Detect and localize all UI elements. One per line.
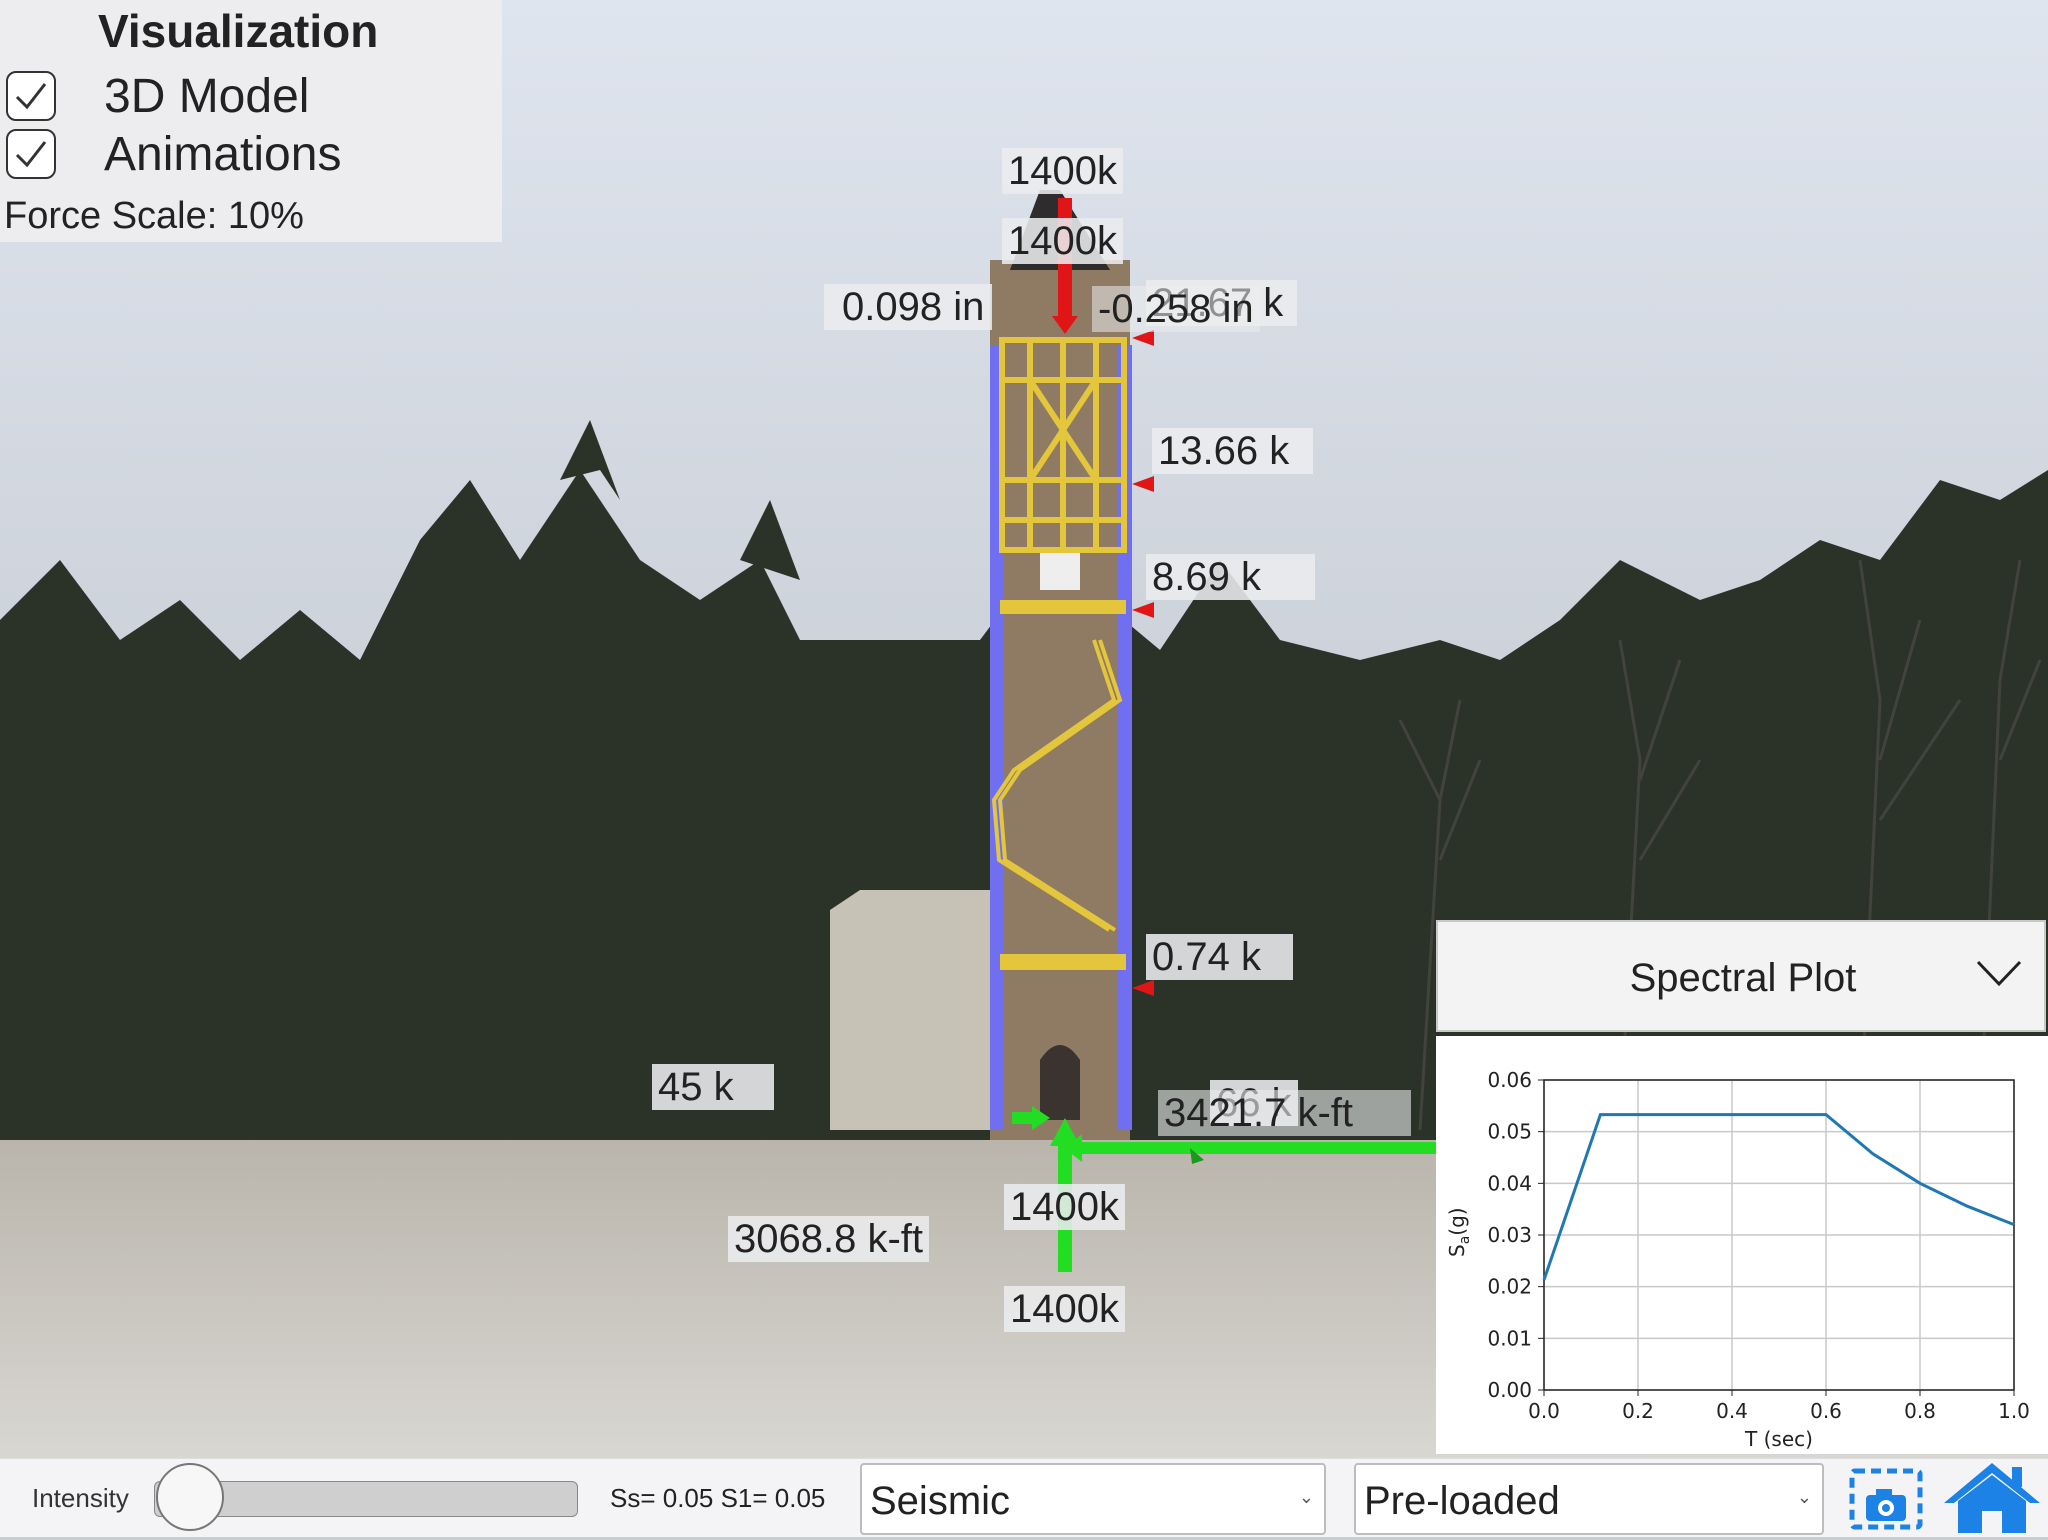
x-tick-label: 0.8 (1904, 1399, 1936, 1423)
option-animations[interactable]: Animations (6, 126, 341, 182)
intensity-label: Intensity (32, 1483, 129, 1513)
base-moment-label-left: 3068.8 k-ft (728, 1216, 930, 1262)
spectral-plot-dropdown[interactable]: Spectral Plot (1436, 920, 2046, 1032)
checkbox-animations[interactable] (6, 129, 56, 179)
force-label-top-2: 1400k (1002, 218, 1123, 264)
lateral-force-label-4: 0.74 k (1146, 934, 1293, 980)
x-axis-label: T (sec) (1744, 1427, 1813, 1451)
base-axial-label-2: 1400k (1004, 1286, 1125, 1332)
floor-plate-1 (1000, 600, 1126, 614)
belfry-frame (999, 337, 1127, 553)
y-tick-label: 0.05 (1487, 1120, 1532, 1144)
option-label-3d-model: 3D Model (104, 69, 310, 123)
base-moment-label-right: 3421.7 k-ft (1158, 1090, 1412, 1136)
x-tick-label: 1.0 (1998, 1399, 2030, 1423)
chevron-down-icon[interactable] (1976, 958, 2022, 988)
option-3d-model[interactable]: 3D Model (6, 68, 309, 124)
home-button[interactable] (1942, 1461, 2042, 1535)
checkbox-3d-model[interactable] (6, 71, 56, 121)
load-type-value: Seismic (870, 1479, 1011, 1523)
y-tick-label: 0.01 (1487, 1326, 1532, 1350)
screenshot-button[interactable] (1848, 1465, 1924, 1533)
base-axial-label-1: 1400k (1004, 1184, 1125, 1230)
bare-trees (1398, 559, 2042, 1131)
y-axis-label: Sa(g) (1445, 1207, 1473, 1257)
checkmark-icon (15, 83, 47, 110)
load-type-select[interactable]: Seismic ⌄ (860, 1463, 1326, 1535)
y-tick-label: 0.04 (1487, 1171, 1532, 1195)
spiral-stair (991, 639, 1123, 932)
x-tick-label: 0.6 (1810, 1399, 1842, 1423)
checkmark-icon (15, 141, 47, 168)
load-mode-value: Pre-loaded (1364, 1479, 1560, 1523)
lateral-force-label-2: 13.66 k (1152, 428, 1314, 474)
option-label-animations: Animations (104, 127, 342, 181)
x-tick-label: 0.4 (1716, 1399, 1748, 1423)
load-mode-select[interactable]: Pre-loaded ⌄ (1354, 1463, 1824, 1535)
seismic-parameters-text: Ss= 0.05 S1= 0.05 (610, 1483, 826, 1513)
bottom-control-bar: Intensity Ss= 0.05 S1= 0.05 Seismic ⌄ Pr… (0, 1458, 2048, 1537)
force-label-top-1: 1400k (1002, 148, 1123, 194)
spectral-chart: 0.0 0.2 0.4 0.6 0.8 1.0 0.00 0.01 0.02 0.03 0.04 0.… (1445, 1068, 2030, 1451)
displacement-label-left: 0.098 in (824, 284, 993, 330)
y-tick-label: 0.06 (1487, 1068, 1532, 1092)
x-tick-label: 0.0 (1528, 1399, 1560, 1423)
intensity-slider-track[interactable] (154, 1481, 578, 1517)
select-caret-icon: ⌄ (1796, 1487, 1812, 1507)
visualization-panel: Visualization 3D Model Animations Force … (0, 0, 502, 242)
visualization-title: Visualization (98, 5, 379, 57)
y-tick-label: 0.03 (1487, 1223, 1532, 1247)
floor-plate-2 (1000, 954, 1126, 970)
y-tick-label: 0.00 (1487, 1378, 1532, 1402)
y-tick-label: 0.02 (1487, 1275, 1532, 1299)
y-axis-label-suffix: (g) (1445, 1207, 1469, 1235)
y-axis-label-main: S (1445, 1244, 1469, 1257)
intensity-slider-knob[interactable] (156, 1463, 224, 1531)
displacement-label-right: -0.258 in (1092, 286, 1260, 332)
y-axis-label-subscript: a (1457, 1236, 1473, 1245)
spectral-chart-panel: 0.0 0.2 0.4 0.6 0.8 1.0 0.00 0.01 0.02 0.03 0.04 0.… (1436, 1036, 2048, 1454)
select-caret-icon: ⌄ (1298, 1487, 1314, 1507)
spectral-series-line (1542, 1113, 2015, 1281)
lateral-force-label-3: 8.69 k (1146, 554, 1315, 600)
force-scale-text: Force Scale: 10% (4, 195, 304, 237)
home-icon (1944, 1463, 2040, 1533)
spectral-plot-title: Spectral Plot (1629, 956, 1857, 1000)
x-tick-label: 0.2 (1622, 1399, 1654, 1423)
base-shear-label-left: 45 k (652, 1064, 774, 1110)
camera-icon (1849, 1468, 1923, 1530)
